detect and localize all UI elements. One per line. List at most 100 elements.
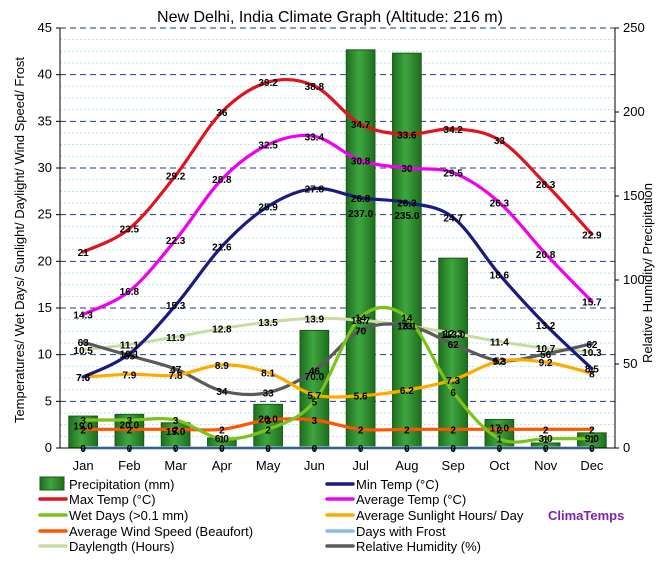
label-min-temp-c: 24.7 <box>443 213 463 224</box>
label-average-sunlight-hours-day: 9.3 <box>492 357 506 368</box>
label-min-temp-c: 15.3 <box>166 301 186 312</box>
y-left-tick-label: 25 <box>38 207 52 222</box>
y-left-tick-label: 30 <box>38 160 52 175</box>
y-left-tick-label: 10 <box>38 347 52 362</box>
label-max-temp-c: 28.3 <box>536 180 556 191</box>
label-relative-humidity: 33 <box>263 389 275 400</box>
precipitation-bars <box>68 49 607 449</box>
precipitation-bar-label: 20.0 <box>120 421 140 432</box>
legend-label: Max Temp (°C) <box>69 492 156 507</box>
y-left-tick-label: 5 <box>45 393 52 408</box>
y-axis-left-label: Temperatures/ Wet Days/ Sunlight/ Daylig… <box>12 57 27 423</box>
label-max-temp-c: 39.2 <box>258 78 278 89</box>
label-relative-humidity: 70 <box>355 326 367 337</box>
label-relative-humidity: 62 <box>448 340 460 351</box>
x-tick-label: Sep <box>442 458 465 473</box>
label-average-temp-c: 32.5 <box>258 141 278 152</box>
x-tick-label: Aug <box>395 458 418 473</box>
label-daylength-hours: 13.7 <box>351 316 371 327</box>
label-max-temp-c: 34.2 <box>443 125 463 136</box>
label-max-temp-c: 29.2 <box>166 171 186 182</box>
y-right-tick-label: 150 <box>623 188 645 203</box>
x-tick-label: Oct <box>489 458 510 473</box>
y-left-tick-label: 0 <box>45 440 52 455</box>
label-average-wind-speed-beaufort: 2 <box>358 425 364 436</box>
label-average-sunlight-hours-day: 7.9 <box>122 370 136 381</box>
precipitation-bar <box>160 422 191 449</box>
label-daylength-hours: 10.7 <box>536 344 556 355</box>
precipitation-bar-label: 9.0 <box>585 434 599 445</box>
label-average-wind-speed-beaufort: 2 <box>450 425 456 436</box>
label-max-temp-c: 22.9 <box>582 230 602 241</box>
label-average-temp-c: 30 <box>401 164 413 175</box>
label-relative-humidity: 63 <box>78 338 90 349</box>
label-min-temp-c: 25.9 <box>258 202 278 213</box>
legend-label: Average Sunlight Hours/ Day <box>356 508 524 523</box>
y-right-tick-label: 200 <box>623 104 645 119</box>
precipitation-bar-label: 237.0 <box>348 209 373 220</box>
precipitation-bar-label: 17.0 <box>490 423 510 434</box>
label-average-temp-c: 26.3 <box>490 199 510 210</box>
precipitation-bar-label: 113.0 <box>441 330 466 341</box>
line-average-wind-speed-beaufort <box>81 417 594 432</box>
label-average-sunlight-hours-day: 5.7 <box>307 391 321 402</box>
label-min-temp-c: 27.8 <box>305 185 325 196</box>
label-relative-humidity: 47 <box>170 365 182 376</box>
line-daylength-hours <box>81 316 594 354</box>
precipitation-bar <box>345 49 376 449</box>
label-min-temp-c: 21.6 <box>212 242 232 253</box>
legend-label: Average Temp (°C) <box>356 492 466 507</box>
label-average-wind-speed-beaufort: 2 <box>173 425 179 436</box>
label-average-wind-speed-beaufort: 2 <box>543 425 549 436</box>
label-wet-days-0-1-mm: 1 <box>497 435 503 446</box>
precipitation-bar-label: 19.0 <box>73 421 93 432</box>
label-average-sunlight-hours-day: 8.1 <box>261 368 275 379</box>
series-lines <box>81 77 594 450</box>
label-average-temp-c: 28.8 <box>212 175 232 186</box>
label-average-wind-speed-beaufort: 3 <box>265 416 271 427</box>
label-average-sunlight-hours-day: 9.2 <box>539 358 553 369</box>
label-daylength-hours: 12.3 <box>443 329 463 340</box>
line-wet-days-0-1-mm <box>81 305 594 444</box>
precipitation-bar-label: 235.0 <box>394 211 419 222</box>
legend-swatch-bar <box>39 476 65 491</box>
y-right-tick-label: 50 <box>623 356 637 371</box>
label-average-wind-speed-beaufort: 2 <box>404 425 410 436</box>
label-average-temp-c: 20.8 <box>536 250 556 261</box>
y-left-tick-label: 35 <box>38 113 52 128</box>
label-daylength-hours: 13.1 <box>397 322 417 333</box>
label-relative-humidity: 55 <box>124 352 136 363</box>
label-average-wind-speed-beaufort: 3 <box>312 416 318 427</box>
label-min-temp-c: 13.2 <box>536 321 556 332</box>
label-relative-humidity: 46 <box>309 367 321 378</box>
label-daylength-hours: 10.3 <box>582 348 602 359</box>
y-right-tick-label: 0 <box>623 440 630 455</box>
label-wet-days-0-1-mm: 3 <box>173 416 179 427</box>
line-average-temp-c <box>81 133 594 317</box>
precipitation-bar-label: 70.0 <box>305 372 325 383</box>
label-average-sunlight-hours-day: 7.8 <box>169 371 183 382</box>
precipitation-bar <box>438 257 468 449</box>
label-average-sunlight-hours-day: 8 <box>589 369 595 380</box>
label-average-temp-c: 30.8 <box>351 157 371 168</box>
line-max-temp-c <box>81 77 594 254</box>
label-wet-days-0-1-mm: 5 <box>312 397 318 408</box>
legend-label: Min Temp (°C) <box>356 477 439 492</box>
label-max-temp-c: 34.7 <box>351 120 371 131</box>
x-tick-label: Mar <box>164 458 187 473</box>
precipitation-bar-label: 26.0 <box>258 415 278 426</box>
x-tick-label: Feb <box>118 458 140 473</box>
brand-label: ClimaTemps <box>548 508 624 523</box>
label-daylength-hours: 13.5 <box>258 318 278 329</box>
label-wet-days-0-1-mm: 14 <box>355 313 367 324</box>
y-left-tick-label: 15 <box>38 300 52 315</box>
label-relative-humidity: 34 <box>216 387 228 398</box>
label-relative-humidity: 73 <box>401 321 413 332</box>
label-daylength-hours: 12.8 <box>212 325 232 336</box>
label-min-temp-c: 26.8 <box>351 194 371 205</box>
label-wet-days-0-1-mm: 3 <box>80 416 86 427</box>
grid-layer <box>60 27 615 449</box>
label-wet-days-0-1-mm: 1 <box>589 435 595 446</box>
